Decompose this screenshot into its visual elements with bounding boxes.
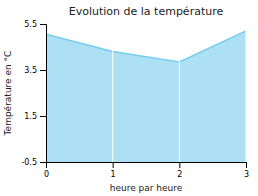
axis-line (47, 163, 247, 169)
tick-label: -0.5 (21, 158, 37, 167)
line (46, 31, 246, 62)
tick-label: 3.5 (24, 66, 37, 75)
tick-label: 5.5 (24, 20, 37, 29)
tick: -0.5 (21, 158, 46, 167)
tick-mark (113, 162, 114, 168)
tick: 3.5 (24, 66, 46, 75)
tick: 1.5 (24, 112, 46, 121)
tick: 2 (177, 162, 182, 179)
grid-line (179, 24, 180, 162)
tick-label: 1.5 (24, 112, 37, 121)
tick-mark (40, 116, 46, 117)
tick-label: 2 (177, 170, 182, 179)
tick-mark (40, 70, 46, 71)
plot: 0 1 2 3 -0.5 1.5 3.5 5.5 (21, 20, 249, 179)
chart: 0 1 2 3 -0.5 1.5 3.5 5.5 Evolution de la tempéra… (0, 0, 258, 196)
tick: 1 (111, 162, 116, 179)
x-axis-title: heure par heure (110, 183, 183, 193)
y-axis: -0.5 1.5 3.5 5.5 (21, 20, 46, 167)
tick: 3 (244, 162, 249, 179)
tick-mark (246, 162, 247, 168)
tick: 5.5 (24, 20, 46, 29)
grid-line (112, 24, 113, 162)
x-axis: 0 1 2 3 (44, 162, 249, 179)
title: Evolution de la température (69, 5, 224, 18)
tick-mark (179, 162, 180, 168)
tick: 0 (44, 162, 49, 179)
tick-label: 0 (44, 170, 49, 179)
tick-mark (40, 24, 46, 25)
tick-label: 3 (244, 170, 249, 179)
axis-line (40, 25, 47, 163)
marks (46, 24, 246, 162)
tick-label: 1 (111, 170, 116, 179)
tick-mark (40, 162, 46, 163)
y-axis-title: Température en °C (3, 51, 13, 137)
grid-line (246, 24, 247, 162)
area (46, 31, 246, 162)
